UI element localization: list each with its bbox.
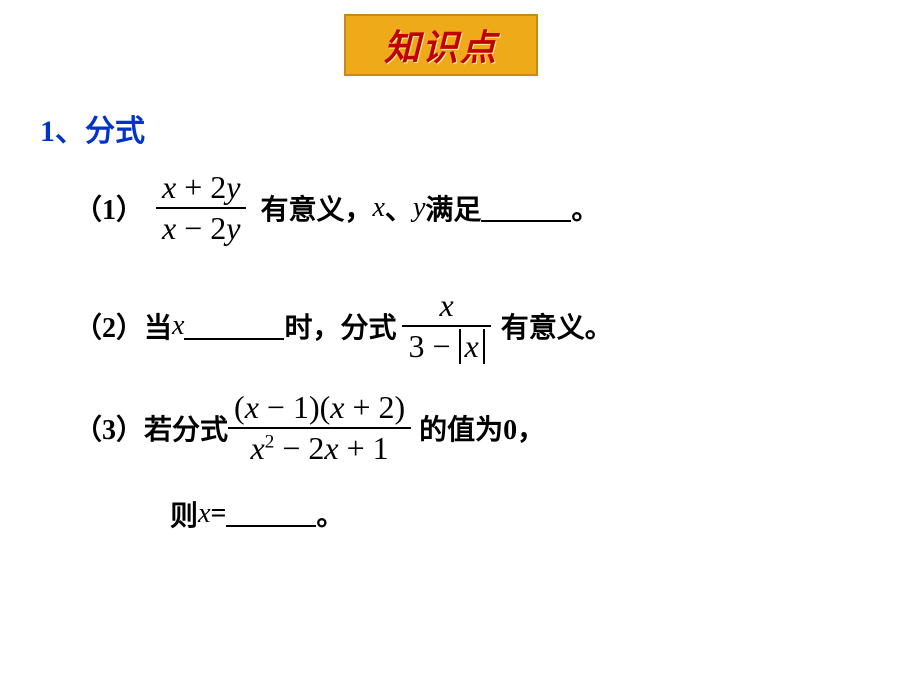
p2-mid: 时，分式 [284,306,396,346]
problem-1-index: （1） [74,188,144,228]
p3-period: 。 [316,494,344,534]
frac2-den: 3 − x [402,327,490,364]
problem-2: （2） 当 x 时，分式 x 3 − x 有意义。 [74,288,613,364]
p1-var-x: x [372,192,384,224]
p2-var-x: x [172,310,184,342]
p1-sep: 、 [385,188,413,228]
frac3-den: x2 − 2x + 1 [228,429,411,466]
p2-prefix: 当 [144,306,172,346]
title-label: 知识点 [384,28,498,68]
problem-2-fraction: x 3 − x [402,288,490,364]
problem-3-index: （3） [74,408,144,448]
p3-mid: 的值为0， [419,408,545,448]
p2-suffix: 有意义。 [501,306,613,346]
frac-den: x − 2y [156,209,246,246]
title-text: 知识点 [384,19,498,71]
section-number: 1、 [40,115,85,148]
frac3-num: (x − 1)(x + 2) [228,390,411,427]
section-label-text: 分式 [85,115,145,148]
problem-1: （1） x + 2y x − 2y 有意义， x 、 y 满足 。 [74,170,599,246]
problem-3-fraction: (x − 1)(x + 2) x2 − 2x + 1 [228,390,411,466]
p3-var-x: x [198,498,210,530]
frac-num: x + 2y [156,170,246,207]
problem-1-fraction: x + 2y x − 2y [156,170,246,246]
title-box: 知识点 [344,14,538,76]
problem-3-line2: 则 x = 。 [170,494,344,534]
problem-3: （3） 若分式 (x − 1)(x + 2) x2 − 2x + 1 的值为0， [74,390,545,466]
frac2-num: x [402,288,490,325]
p1-text1: 有意义， [260,188,372,228]
p3-prefix: 若分式 [144,408,228,448]
p1-blank [481,191,571,222]
p2-blank [184,309,284,340]
p1-var-y: y [413,192,425,224]
p1-period: 。 [571,188,599,228]
p3-equals: = [210,498,226,530]
p3-l2-prefix: 则 [170,494,198,534]
section-header: 1、分式 [40,106,145,150]
p1-text2: 满足 [425,188,481,228]
p3-blank [226,497,316,528]
problem-2-index: （2） [74,306,144,346]
